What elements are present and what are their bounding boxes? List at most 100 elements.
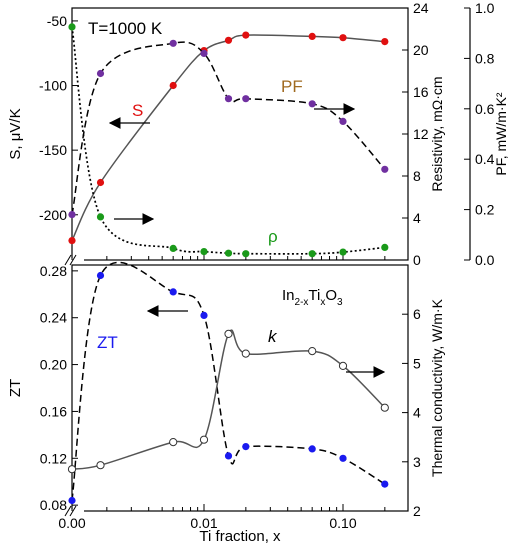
tick-label: 5 (413, 355, 421, 371)
data-point-pf (224, 95, 233, 103)
data-point-s (308, 32, 316, 41)
data-point-pf (68, 211, 76, 219)
data-point-rho (68, 23, 76, 31)
top-axis-break-mark (69, 254, 77, 266)
data-point-pf (96, 69, 105, 78)
s-axis-label: S, μV/K (7, 108, 24, 159)
tick-label: 3 (413, 454, 421, 470)
pf-axis: 0.0 0.2 0.4 0.6 0.8 1.0 (464, 0, 495, 268)
resistivity-axis: 0 4 8 12 16 20 24 (402, 0, 429, 268)
x-axis-label: Ti fraction, x (199, 528, 281, 545)
data-point-rho (169, 244, 177, 252)
data-point-zt (242, 443, 250, 451)
data-point-k (67, 465, 77, 474)
data-point-zt (308, 445, 316, 453)
data-point-k (308, 347, 317, 356)
tick-label: 16 (413, 84, 429, 100)
tick-label: 0.16 (40, 403, 67, 419)
tick-label: 20 (413, 42, 429, 58)
data-point-rho (308, 250, 316, 258)
tick-label: 0 (413, 252, 421, 268)
series-line-k (71, 329, 386, 470)
tick-label: 4 (413, 405, 421, 421)
data-point-k (169, 438, 178, 447)
data-point-s (68, 237, 76, 245)
bottom-axis-break-mark (64, 505, 72, 517)
data-point-k (199, 435, 209, 444)
series-line-pf (71, 41, 386, 215)
data-point-rho (242, 250, 250, 258)
data-point-s (96, 178, 105, 187)
data-point-s (169, 81, 177, 90)
data-point-rho (224, 249, 233, 257)
data-point-k (224, 329, 233, 338)
data-point-zt (339, 454, 347, 462)
s-axis: -50 -100 -150 -200 (39, 13, 78, 223)
series-line-rho (71, 26, 385, 255)
series-line-zt (71, 261, 386, 501)
resistivity-axis-label: Resistivity, mΩ·cm (429, 76, 445, 191)
data-point-k (241, 349, 250, 358)
tick-label: 0.8 (475, 50, 495, 66)
tick-label: 2 (413, 503, 421, 519)
s-series-label: S (132, 101, 143, 120)
data-point-pf (308, 100, 316, 108)
data-point-rho (200, 248, 208, 256)
tick-label: 0.01 (190, 515, 217, 531)
data-point-s (381, 38, 389, 46)
tick-label: -200 (39, 207, 67, 223)
tick-label: 24 (413, 0, 429, 16)
tick-label: 0.28 (40, 263, 67, 279)
data-point-pf (381, 165, 389, 173)
tick-label: 0.2 (475, 202, 495, 218)
data-point-zt (200, 311, 208, 319)
data-point-pf (339, 117, 347, 125)
zt-axis: 0.08 0.12 0.16 0.20 0.24 0.28 (40, 263, 78, 513)
data-point-zt (381, 480, 389, 488)
data-point-zt (96, 271, 105, 280)
data-point-k (380, 403, 389, 412)
data-point-pf (242, 95, 250, 103)
rho-series-label: ρ (268, 227, 278, 246)
tick-label: 4 (413, 210, 421, 226)
bottom-x-ticks: 0.00 0.01 0.10 (58, 504, 386, 531)
tick-label: 0.0 (475, 252, 495, 268)
data-point-rho (96, 213, 105, 221)
tick-label: 1.0 (475, 0, 495, 16)
bottom-axis-break-mark (69, 505, 77, 517)
top-series (68, 23, 389, 258)
tick-label: 0.10 (329, 515, 356, 531)
tick-label: 0.12 (40, 450, 67, 466)
data-point-rho (381, 243, 389, 251)
zt-series-label: ZT (97, 333, 118, 352)
data-point-zt (224, 452, 233, 460)
thermal-conductivity-axis: 2 3 4 5 6 (402, 306, 421, 519)
tick-label: 0.20 (40, 357, 67, 373)
series-line-s (71, 34, 385, 241)
zt-axis-label: ZT (7, 379, 24, 397)
data-point-s (224, 36, 233, 44)
data-point-s (339, 34, 347, 42)
top-plot-frame (71, 7, 409, 261)
tick-label: 0.08 (40, 497, 67, 513)
top-axis-break-mark (64, 254, 72, 266)
bottom-series (67, 261, 389, 505)
tick-label: -50 (47, 13, 67, 29)
data-point-zt (68, 496, 76, 505)
tick-label: 0.00 (58, 515, 85, 531)
data-point-zt (169, 288, 177, 296)
data-point-k (96, 461, 105, 470)
tick-label: -150 (39, 142, 67, 158)
data-point-s (242, 31, 250, 39)
pf-series-label: PF (281, 77, 303, 96)
tick-label: 12 (413, 126, 429, 142)
k-series-label: k (268, 327, 278, 346)
pf-axis-label: PF, mW/m·K² (493, 92, 509, 176)
tick-label: 0.24 (40, 310, 67, 326)
tick-label: 8 (413, 168, 421, 184)
data-point-k (338, 361, 348, 370)
data-point-pf (200, 49, 208, 58)
data-point-rho (339, 248, 347, 256)
